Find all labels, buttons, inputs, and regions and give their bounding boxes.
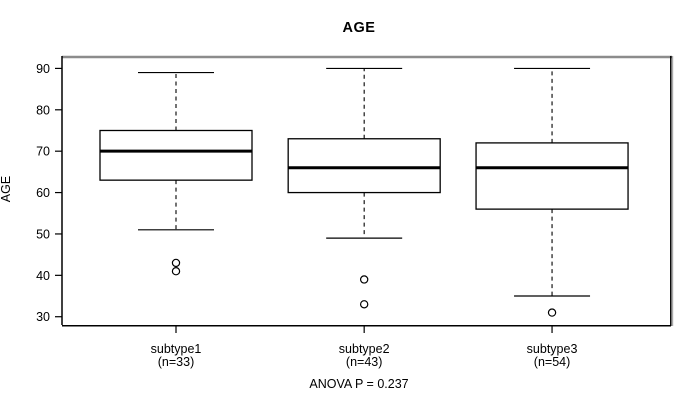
iqr-box xyxy=(475,142,629,210)
group-label: subtype2 xyxy=(339,342,390,356)
group-label: subtype3 xyxy=(527,342,578,356)
group-sublabel: (n=43) xyxy=(346,355,382,369)
y-tick-label: 30 xyxy=(36,310,50,324)
outlier-point xyxy=(547,308,557,317)
outlier-point xyxy=(359,300,369,309)
iqr-box xyxy=(287,138,441,194)
y-tick-label: 80 xyxy=(36,103,50,117)
iqr-box xyxy=(99,129,253,181)
chart-title: AGE xyxy=(342,20,376,36)
y-tick-label: 60 xyxy=(36,186,50,200)
group-sublabel: (n=54) xyxy=(534,355,570,369)
outlier-point xyxy=(171,267,181,276)
y-tick-label: 90 xyxy=(36,62,50,76)
y-axis-label: AGE xyxy=(0,175,13,203)
y-tick-label: 70 xyxy=(36,145,50,159)
anova-annotation: ANOVA P = 0.237 xyxy=(309,377,409,391)
outlier-point xyxy=(171,258,181,268)
group-label: subtype1 xyxy=(151,342,202,356)
y-tick-label: 40 xyxy=(36,269,50,283)
group-sublabel: (n=33) xyxy=(158,355,194,369)
outlier-point xyxy=(359,275,369,284)
y-tick-label: 50 xyxy=(36,227,50,241)
